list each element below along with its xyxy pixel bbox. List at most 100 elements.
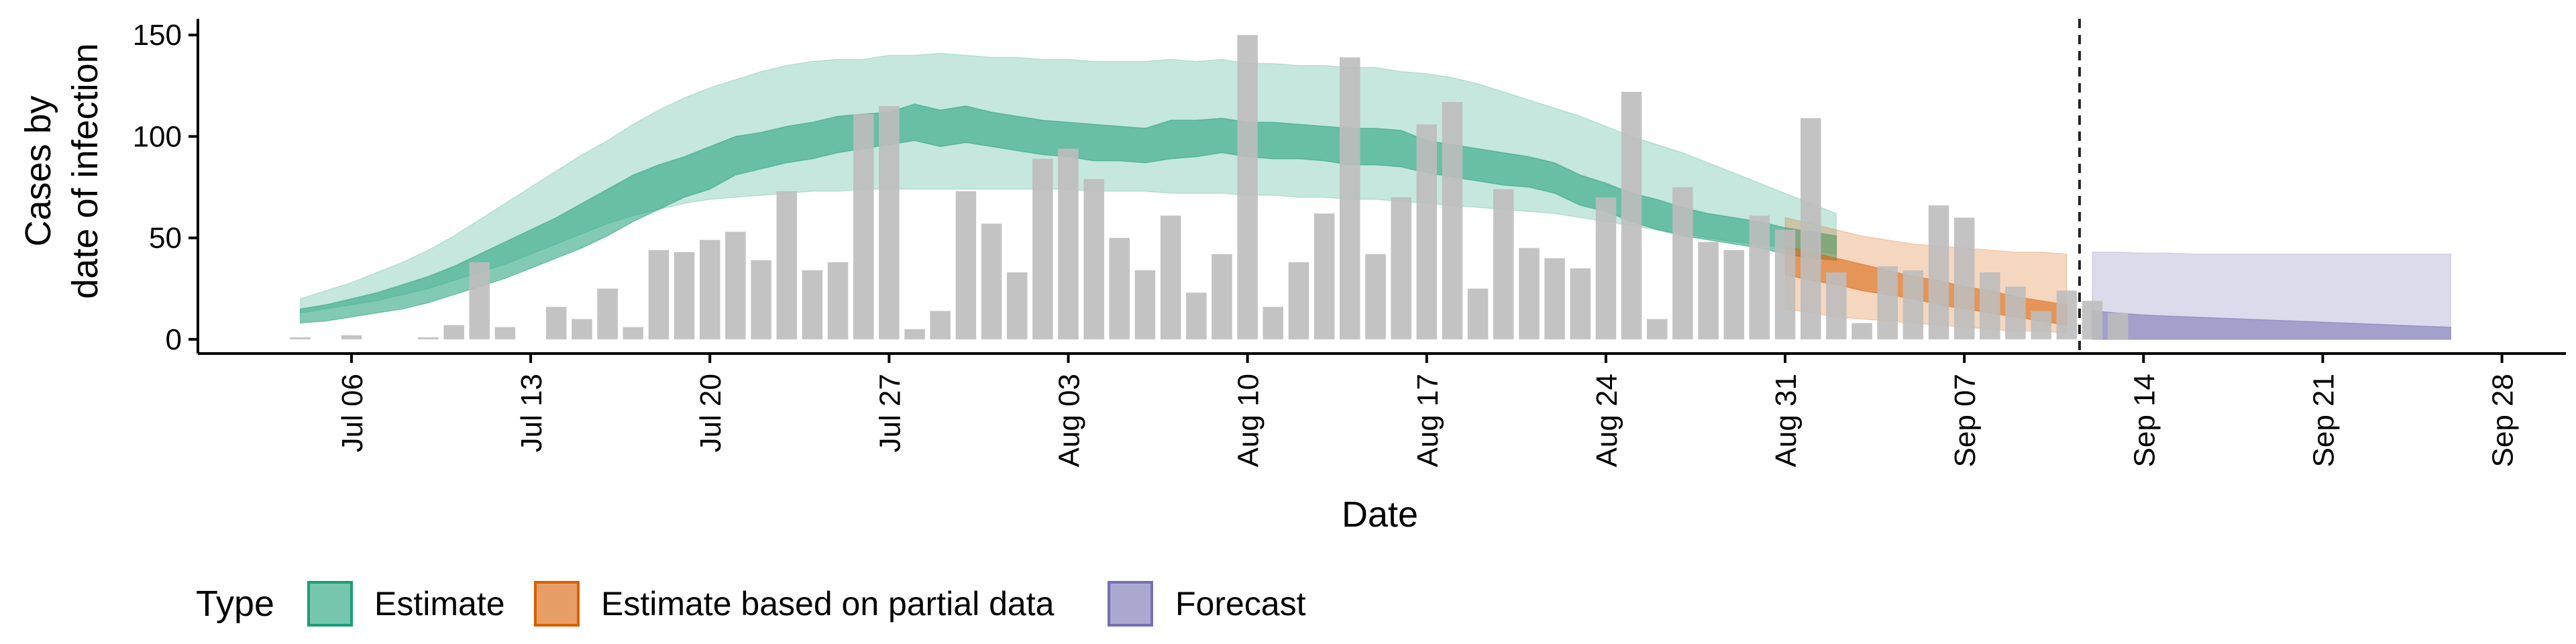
x-tick-label: Sep 07 bbox=[1949, 374, 1982, 467]
legend-swatch-estimate bbox=[307, 581, 353, 627]
case-bar bbox=[1902, 270, 1924, 339]
case-bar bbox=[1544, 258, 1565, 339]
y-tick-label: 0 bbox=[166, 323, 182, 356]
case-bar bbox=[2082, 301, 2103, 339]
y-axis-title: Cases by date of infection bbox=[18, 43, 105, 299]
x-tick-label: Sep 21 bbox=[2308, 374, 2341, 467]
reported-cases-bars bbox=[290, 35, 2129, 339]
case-bar bbox=[1263, 307, 1283, 339]
case-bar bbox=[1288, 262, 1309, 339]
case-bar bbox=[1058, 148, 1079, 339]
y-axis-title-line-2: date of infection bbox=[65, 43, 105, 299]
case-bar bbox=[1083, 178, 1104, 339]
legend-label-estimate: Estimate bbox=[374, 585, 505, 623]
case-bar bbox=[1801, 118, 1821, 339]
x-axis-title: Date bbox=[1342, 494, 1418, 535]
case-bar bbox=[290, 337, 311, 339]
case-bar bbox=[1647, 319, 1668, 339]
case-bar bbox=[623, 327, 643, 339]
x-tick-label: Aug 31 bbox=[1770, 374, 1803, 467]
case-bar bbox=[1749, 215, 1770, 339]
legend-label-forecast: Forecast bbox=[1175, 585, 1306, 623]
case-bar bbox=[1774, 229, 1796, 339]
x-tick-label: Jul 20 bbox=[694, 374, 727, 452]
x-tick-label: Aug 10 bbox=[1232, 374, 1265, 467]
case-bar bbox=[1340, 57, 1360, 339]
case-bar bbox=[1313, 213, 1335, 339]
case-bar bbox=[751, 260, 771, 339]
case-bar bbox=[1723, 250, 1744, 339]
case-bar bbox=[1186, 292, 1207, 339]
x-tick-label: Aug 24 bbox=[1591, 374, 1623, 467]
case-bar bbox=[1160, 215, 1181, 339]
x-tick-label: Sep 14 bbox=[2128, 374, 2161, 467]
case-bar bbox=[494, 327, 516, 339]
case-bar bbox=[1467, 288, 1489, 339]
case-bar bbox=[2107, 313, 2129, 339]
y-tick-label: 100 bbox=[133, 120, 182, 153]
case-bar bbox=[725, 231, 746, 339]
x-tick-label: Jul 06 bbox=[336, 374, 369, 452]
legend-label-partial: Estimate based on partial data bbox=[601, 585, 1055, 623]
x-tick-label: Jul 27 bbox=[873, 374, 906, 452]
case-bar bbox=[1595, 197, 1617, 339]
case-bar bbox=[1826, 272, 1847, 339]
case-bar bbox=[904, 329, 925, 339]
case-bar bbox=[1032, 158, 1053, 339]
case-bar bbox=[1621, 91, 1642, 339]
legend-swatch-forecast bbox=[1108, 581, 1153, 627]
case-bar bbox=[981, 223, 1002, 339]
case-bar bbox=[648, 250, 669, 339]
case-bar bbox=[1365, 254, 1386, 339]
case-bar bbox=[1416, 124, 1437, 339]
case-bar bbox=[930, 311, 951, 339]
case-bar bbox=[1493, 189, 1514, 339]
case-bar bbox=[674, 252, 695, 339]
case-bar bbox=[1237, 35, 1258, 339]
x-tick-label: Sep 28 bbox=[2487, 374, 2520, 467]
case-bar bbox=[1928, 205, 1949, 339]
axes-layer: 0 50 100 150 Jul 06 Jul 13 Jul 20 Jul 27 Aug 03 A… bbox=[133, 19, 2566, 467]
case-bar bbox=[572, 319, 592, 339]
case-bar bbox=[879, 106, 900, 339]
case-bar bbox=[1442, 102, 1463, 339]
case-bar bbox=[1134, 270, 1156, 339]
y-axis-title-line-1: Cases by bbox=[18, 95, 58, 246]
case-bar bbox=[597, 288, 618, 339]
case-bar bbox=[443, 325, 464, 339]
legend: Type Estimate Estimate based on partial … bbox=[196, 581, 1306, 627]
forecast-50-band bbox=[2092, 310, 2452, 340]
x-tick-label: Jul 13 bbox=[515, 374, 548, 452]
case-bar bbox=[1877, 266, 1898, 339]
case-bar bbox=[1570, 268, 1591, 339]
y-tick-label: 150 bbox=[133, 19, 182, 52]
case-bar bbox=[955, 191, 977, 339]
case-bar bbox=[2056, 290, 2078, 339]
case-bar bbox=[2005, 286, 2026, 339]
x-tick-label: Aug 17 bbox=[1411, 374, 1444, 467]
y-tick-label: 50 bbox=[149, 222, 182, 255]
legend-swatch-partial bbox=[534, 581, 580, 627]
case-bar bbox=[341, 335, 362, 339]
case-bar bbox=[1953, 217, 1975, 339]
case-bar bbox=[1391, 197, 1411, 339]
case-bar bbox=[1698, 241, 1719, 339]
case-bar bbox=[418, 337, 439, 339]
case-bar bbox=[1006, 272, 1028, 339]
case-bar bbox=[1851, 323, 1872, 339]
case-bar bbox=[469, 262, 490, 339]
case-bar bbox=[1109, 237, 1130, 339]
case-bar bbox=[802, 270, 823, 339]
case-bar bbox=[1212, 254, 1232, 339]
case-bar bbox=[776, 191, 797, 339]
case-bar bbox=[853, 114, 874, 339]
case-bar bbox=[1980, 272, 2000, 339]
case-bar bbox=[827, 262, 849, 339]
legend-title: Type bbox=[196, 584, 274, 624]
case-bar bbox=[1519, 248, 1540, 339]
case-bar bbox=[546, 307, 567, 339]
x-tick-label: Aug 03 bbox=[1053, 374, 1086, 467]
case-bar bbox=[1672, 187, 1693, 339]
case-bar bbox=[700, 239, 720, 339]
